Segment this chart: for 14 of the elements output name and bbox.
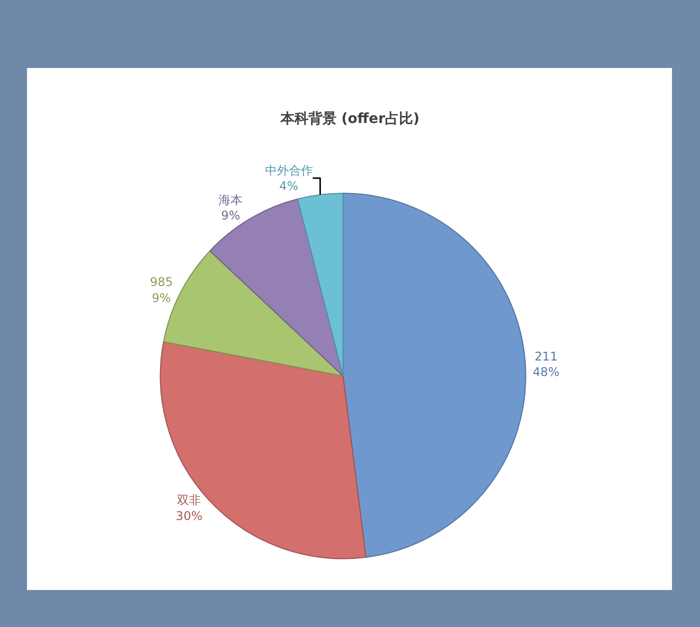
pie-slice — [297, 192, 344, 376]
slice-label: 双非 — [177, 493, 202, 508]
slice-label: 海本 — [218, 192, 243, 207]
data-label: 9% — [221, 208, 240, 223]
data-label: 30% — [176, 508, 202, 523]
slice-label: 中外合作 — [264, 163, 313, 178]
chart-title: 本科背景 (offer占比) — [279, 110, 420, 127]
slice-label: 985 — [150, 275, 173, 290]
data-label: 9% — [152, 290, 171, 305]
pie-slice — [342, 192, 526, 558]
pie-slice — [160, 341, 366, 560]
data-label: 48% — [532, 365, 560, 380]
data-label: 4% — [279, 178, 298, 193]
slice-label: 211 — [534, 350, 558, 364]
